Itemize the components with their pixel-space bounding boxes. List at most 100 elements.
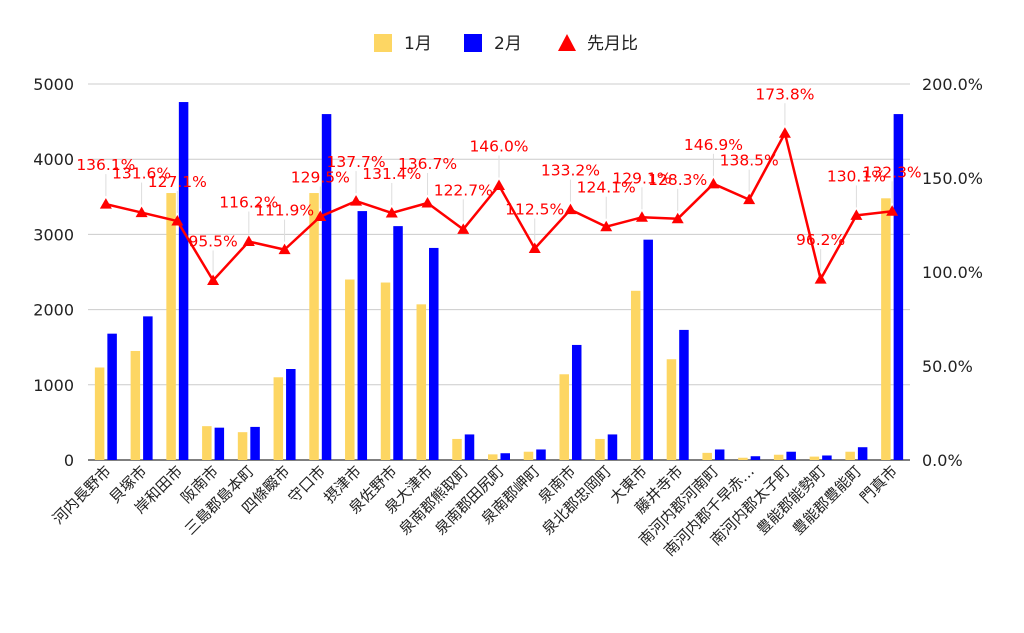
ratio-marker	[314, 210, 327, 222]
ratio-marker	[778, 127, 791, 138]
ratio-marker	[135, 206, 148, 218]
bar-jan	[559, 374, 569, 460]
ratio-data-label: 132.3%	[863, 163, 922, 181]
legend-label-feb: 2月	[494, 34, 522, 54]
bar-feb	[536, 449, 546, 460]
bar-feb	[464, 434, 475, 460]
bar-feb	[286, 369, 296, 460]
ratio-marker	[457, 223, 470, 234]
bar-feb	[107, 333, 117, 460]
bar-feb	[214, 427, 225, 460]
ratio-marker	[242, 235, 255, 247]
ratio-marker	[743, 193, 756, 205]
ratio-data-label: 138.5%	[720, 152, 779, 170]
ratio-marker	[528, 242, 541, 253]
bar-feb	[643, 239, 653, 460]
ratio-data-label: 122.7%	[434, 181, 493, 199]
bar-jan	[380, 282, 391, 460]
ratio-data-label: 128.3%	[648, 171, 707, 189]
bar-jan	[881, 198, 891, 460]
ratio-data-label: 173.8%	[755, 85, 814, 103]
ratio-data-label: 136.7%	[398, 155, 457, 173]
bar-feb	[429, 247, 439, 460]
ratio-marker	[385, 206, 398, 218]
bar-jan	[202, 426, 212, 460]
bar-jan	[345, 279, 355, 460]
bar-feb	[393, 226, 403, 460]
ratio-data-label: 127.1%	[148, 173, 207, 191]
bar-jan	[94, 367, 105, 460]
bar-jan	[845, 451, 855, 460]
bar-feb	[822, 455, 832, 460]
bar-jan	[166, 193, 176, 461]
legend: 1月 2月 先月比	[374, 34, 638, 54]
ratio-data-label: 129.5%	[291, 169, 350, 187]
y-left-tick-label: 1000	[33, 376, 74, 395]
ratio-data-label: 129.1%	[612, 169, 671, 187]
ratio-data-label: 96.2%	[796, 231, 845, 249]
ratio-marker	[564, 203, 577, 215]
y-right-tick-label: 100.0%	[922, 263, 983, 282]
bar-feb	[786, 451, 796, 460]
bar-jan	[416, 304, 427, 460]
bar-jan	[452, 438, 462, 460]
ratio-marker	[421, 197, 434, 208]
ratio-marker	[99, 198, 112, 209]
ratio-data-label: 130.1%	[827, 167, 886, 185]
data-labels: 136.1%131.6%127.1% 95.5% 116.2%111.9% 129.5…	[76, 85, 922, 273]
ratio-data-label: 124.1%	[577, 179, 636, 197]
bar-feb	[143, 316, 153, 460]
bar-jan	[630, 290, 641, 460]
bar-jan	[738, 457, 748, 460]
ratio-data-label: 112.5%	[505, 201, 564, 219]
y-left-tick-label: 5000	[33, 75, 74, 94]
y-right-tick-label: 200.0%	[922, 75, 983, 94]
legend-swatch-ratio	[558, 34, 576, 51]
ratio-marker	[671, 212, 684, 224]
x-category-label: 河内長野市	[49, 462, 115, 528]
bar-feb	[714, 449, 725, 460]
ratio-marker	[171, 215, 184, 226]
ratio-marker	[600, 220, 613, 232]
ratio-data-label: 131.6%	[112, 165, 171, 183]
bar-feb	[750, 456, 761, 460]
bar-jan	[273, 377, 284, 460]
bar-jan	[702, 452, 712, 460]
ratio-marker	[493, 179, 505, 191]
ratio-data-label: 95.5%	[188, 232, 237, 250]
y-left-tick-label: 0	[64, 451, 74, 470]
ratio-marker	[886, 205, 899, 216]
bars	[94, 102, 904, 461]
legend-swatch-jan	[374, 34, 392, 52]
bar-jan	[309, 193, 319, 461]
bar-jan	[666, 359, 677, 460]
ratio-data-label: 116.2%	[219, 194, 278, 212]
bar-jan	[523, 451, 534, 460]
y-right-tick-label: 50.0%	[922, 357, 973, 376]
ratio-marker	[814, 273, 827, 284]
ratio-data-label: 133.2%	[541, 162, 600, 180]
bar-jan	[488, 454, 498, 460]
ratio-data-label: 136.1%	[76, 156, 135, 174]
legend-swatch-feb	[464, 34, 482, 52]
bar-jan	[773, 454, 784, 460]
bar-feb	[607, 434, 618, 460]
ratio-marker	[635, 211, 648, 222]
bar-jan	[237, 432, 248, 460]
y-right-tick-label: 150.0%	[922, 169, 983, 188]
ratio-marker	[350, 195, 363, 206]
bar-jan	[809, 456, 820, 460]
ratio-marker	[278, 243, 291, 255]
bar-feb	[178, 102, 189, 460]
bar-feb	[500, 453, 510, 460]
ratio-data-label: 146.9%	[684, 136, 743, 154]
bar-feb	[893, 114, 904, 460]
ratio-marker	[850, 209, 863, 220]
ratio-line	[99, 127, 899, 285]
bar-jan	[130, 350, 141, 460]
bar-feb	[357, 211, 368, 460]
ratio-data-label: 111.9%	[255, 202, 314, 220]
bar-feb	[321, 114, 332, 460]
legend-label-jan: 1月	[404, 34, 432, 54]
